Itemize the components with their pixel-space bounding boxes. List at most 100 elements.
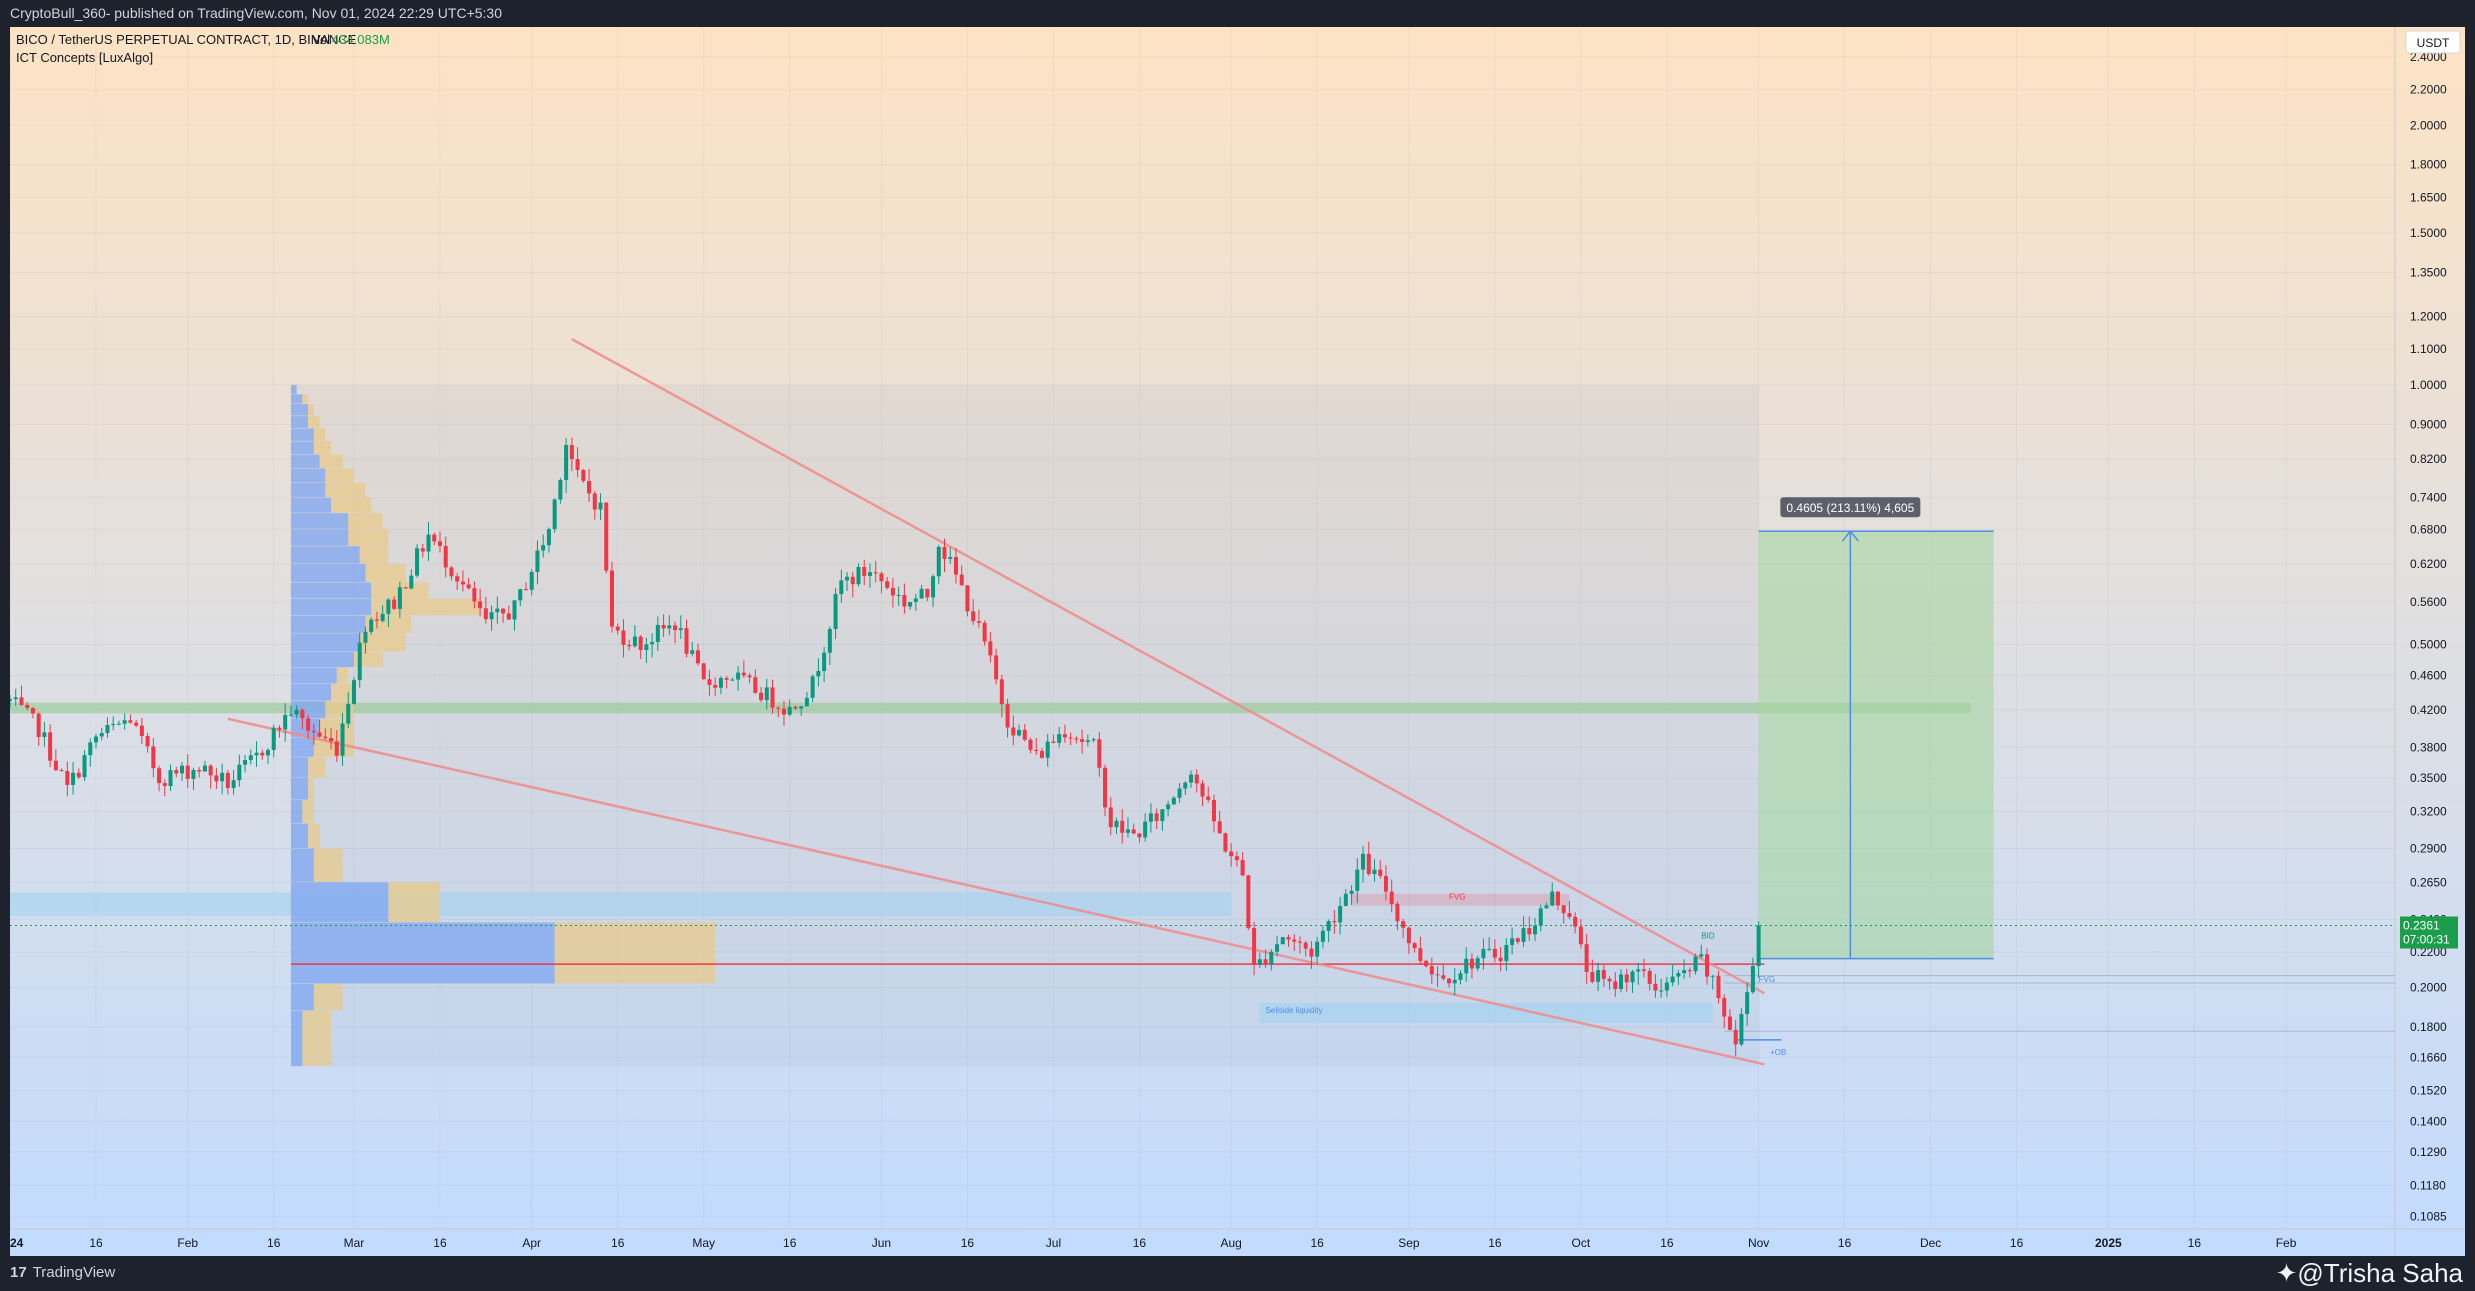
candle-body xyxy=(1366,853,1371,875)
candle-body xyxy=(1108,807,1113,828)
candle-body xyxy=(1647,970,1652,984)
tradingview-brand[interactable]: 17 TradingView xyxy=(10,1264,115,1281)
candle-body xyxy=(1429,966,1434,975)
publish-bar: CryptoBull_360- published on TradingView… xyxy=(0,0,2475,27)
candle-body xyxy=(466,584,471,589)
candle-body xyxy=(1194,774,1199,784)
x-tick-label: 16 xyxy=(89,1236,103,1250)
candle-body xyxy=(770,687,775,708)
candle-body xyxy=(1636,969,1641,972)
candle-body xyxy=(59,770,64,772)
x-tick-label: 2024 xyxy=(10,1236,24,1250)
x-tick-label: Jul xyxy=(1046,1236,1061,1250)
candle-body xyxy=(1252,928,1257,965)
candle-body xyxy=(397,587,402,609)
candle-body xyxy=(317,732,322,737)
candle-body xyxy=(174,770,179,774)
candle-body xyxy=(455,576,460,582)
currency-button[interactable]: USDT xyxy=(2405,30,2461,54)
candle-body xyxy=(592,493,597,510)
candle-body xyxy=(220,772,225,782)
candle-body xyxy=(1091,739,1096,741)
candle-body xyxy=(678,628,683,631)
candle-body xyxy=(1361,853,1366,870)
profile-bin-tan xyxy=(302,1010,332,1067)
x-tick-label: 16 xyxy=(1660,1236,1674,1250)
candle-body xyxy=(1693,956,1698,972)
profile-bin-tan xyxy=(365,563,406,582)
candle-body xyxy=(1200,783,1205,797)
candle-body xyxy=(420,548,425,552)
candle-body xyxy=(208,765,213,776)
candle-body xyxy=(913,598,918,603)
publish-info: CryptoBull_360- published on TradingView… xyxy=(10,5,502,21)
candle-body xyxy=(667,625,672,629)
profile-bin-blue xyxy=(290,582,372,599)
x-tick-label: 16 xyxy=(1133,1236,1147,1250)
profile-bin-blue xyxy=(290,983,314,1011)
y-tick-label: 0.3500 xyxy=(2410,771,2447,785)
candle-body xyxy=(1137,833,1142,838)
profile-bin-blue xyxy=(290,615,366,633)
candle-body xyxy=(1166,804,1171,810)
candle-body xyxy=(1246,875,1251,929)
candle-body xyxy=(197,769,202,772)
candle-body xyxy=(885,581,890,588)
profile-bin-tan xyxy=(319,454,343,468)
candle-body xyxy=(730,679,735,681)
candle-body xyxy=(1555,891,1560,906)
candle-body xyxy=(581,469,586,481)
candle-body xyxy=(271,727,276,750)
y-tick-label: 0.1520 xyxy=(2410,1083,2447,1097)
annotation-label: FVG xyxy=(1759,975,1775,984)
profile-bin-blue xyxy=(290,1010,303,1067)
x-tick-label: 16 xyxy=(1310,1236,1324,1250)
candle-body xyxy=(1005,704,1010,728)
candle-body xyxy=(816,671,821,677)
y-tick-label: 0.7400 xyxy=(2410,491,2447,505)
profile-bin-tan xyxy=(313,441,332,455)
candle-body xyxy=(1263,959,1268,965)
candle-body xyxy=(1682,970,1687,974)
candle-body xyxy=(655,624,660,642)
candle-body xyxy=(1355,869,1360,891)
candle-body xyxy=(971,611,976,622)
candle-body xyxy=(988,641,993,656)
candle-body xyxy=(1406,927,1411,944)
candle-body xyxy=(959,574,964,586)
candle-body xyxy=(288,714,293,716)
candle-body xyxy=(684,628,689,654)
candle-body xyxy=(695,650,700,664)
candle-body xyxy=(1601,970,1606,979)
profile-bin-blue xyxy=(290,404,309,416)
candle-body xyxy=(1452,979,1457,984)
candle-body xyxy=(822,652,827,672)
candle-body xyxy=(1332,921,1337,923)
candle-body xyxy=(1286,937,1291,940)
y-tick-label: 2.0000 xyxy=(2410,118,2447,132)
candle-body xyxy=(558,479,563,500)
candle-body xyxy=(71,772,76,785)
x-tick-label: Dec xyxy=(1920,1236,1941,1250)
y-tick-label: 1.6500 xyxy=(2410,190,2447,204)
profile-bin-blue xyxy=(290,737,314,757)
profile-bin-tan xyxy=(554,922,716,984)
candle-body xyxy=(386,599,391,614)
candle-body xyxy=(162,783,167,787)
candle-body xyxy=(1085,740,1090,743)
y-tick-label: 0.3800 xyxy=(2410,740,2447,754)
candle-body xyxy=(1131,829,1136,834)
x-tick-label: 16 xyxy=(2188,1236,2202,1250)
candle-body xyxy=(604,502,609,571)
profile-bin-blue xyxy=(290,416,309,429)
candle-body xyxy=(472,588,477,602)
candle-body xyxy=(994,655,999,680)
candle-body xyxy=(1349,890,1354,894)
candle-body xyxy=(1326,921,1331,931)
chart-legend: BICO / TetherUS PERPETUAL CONTRACT, 1D, … xyxy=(16,32,390,65)
candle-body xyxy=(1154,813,1159,822)
candle-body xyxy=(225,772,230,789)
x-tick-label: Feb xyxy=(177,1236,198,1250)
candle-body xyxy=(111,724,116,726)
